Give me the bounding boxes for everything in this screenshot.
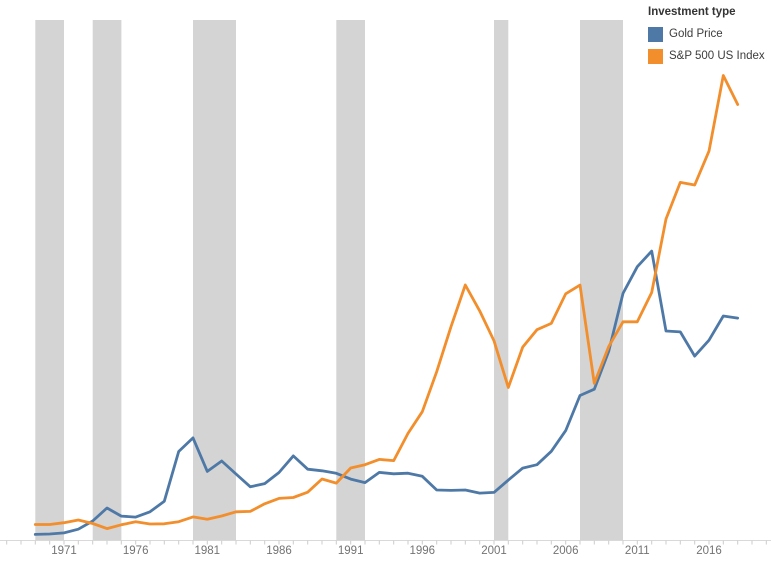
sp500-swatch [648,49,663,64]
recession-band [494,20,509,541]
x-tick-label: 2011 [625,545,650,557]
legend: Investment type Gold Price S&P 500 US In… [648,5,768,71]
x-tick-label: 1986 [266,545,292,557]
gold-price-swatch [648,27,663,42]
legend-label-gold-price: Gold Price [669,28,723,40]
x-tick-label: 1981 [195,545,221,557]
recession-band [35,20,64,541]
recession-band [92,20,122,541]
x-tick-label: 1996 [410,545,436,557]
x-tick-label: 2006 [553,545,579,557]
legend-title: Investment type [648,6,736,18]
recession-band [580,20,623,541]
legend-item-sp500[interactable]: S&P 500 US Index [648,49,768,64]
x-tick-label: 2001 [481,545,507,557]
legend-item-gold-price[interactable]: Gold Price [648,27,768,42]
x-tick-label: 1971 [51,545,77,557]
gold-price-line[interactable] [33,249,740,536]
x-tick-label: 1991 [338,545,364,557]
x-tick-label: 2016 [696,545,722,557]
recession-band [336,20,365,541]
legend-label-sp500: S&P 500 US Index [669,50,765,62]
recession-band [193,20,236,541]
x-tick-label: 1976 [123,545,149,557]
sp500-line[interactable] [33,74,740,530]
